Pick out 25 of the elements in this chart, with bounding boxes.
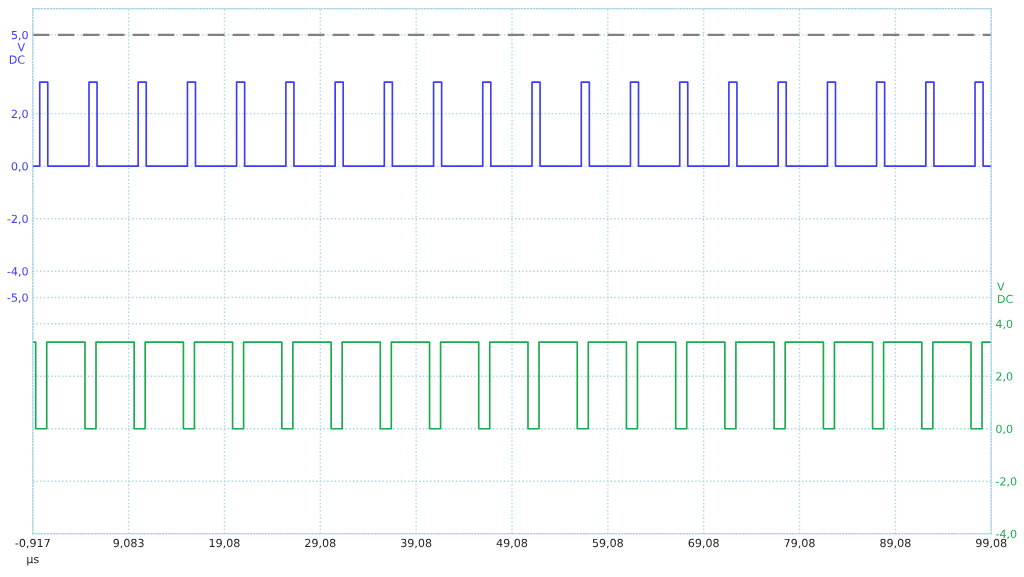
y-tick-label: 2,0 [11,109,28,120]
y-tick-label: 0,0 [11,162,28,172]
x-tick-label: 69,08 [688,538,719,549]
x-tick-label: 49,08 [496,538,528,549]
y2-tick-label: 2,0 [996,372,1013,382]
x-tick-label: 19,08 [209,538,240,549]
x-tick-label: 79,08 [784,538,815,549]
y2-tick-label: -4,0 [995,529,1017,540]
y2-tick-label: -2,0 [995,477,1017,487]
x-axis-title: μs [27,556,39,566]
y2-tick-label: 4,0 [995,319,1013,330]
y-tick-label: -4,0 [7,267,28,277]
x-tick-label: 39,08 [401,538,432,549]
x-tick-label: 59,08 [592,538,623,549]
x-tick-label: 89,08 [880,538,911,549]
y2-tick-label: 0,0 [996,424,1013,435]
y-tick-label: 5,0 [11,30,28,41]
x-tick-label: 99,08 [976,538,1007,549]
y2-axis-title: V DC [997,282,1013,304]
y-axis-title: V DC [9,43,26,64]
x-tick-label: 29,08 [305,538,336,549]
y-tick-label: -5,0 [7,293,28,303]
x-tick-label: 9,083 [113,538,144,549]
x-tick-label: -0,917 [15,538,50,549]
y-tick-label: -2,0 [7,214,28,225]
